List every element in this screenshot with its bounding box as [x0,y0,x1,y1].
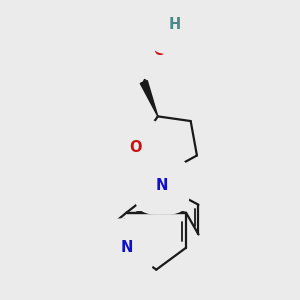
Text: N: N [120,240,133,255]
Text: O: O [130,140,142,155]
Text: N: N [155,178,168,193]
Polygon shape [140,80,158,116]
Text: H: H [169,17,181,32]
Text: O: O [153,43,166,58]
